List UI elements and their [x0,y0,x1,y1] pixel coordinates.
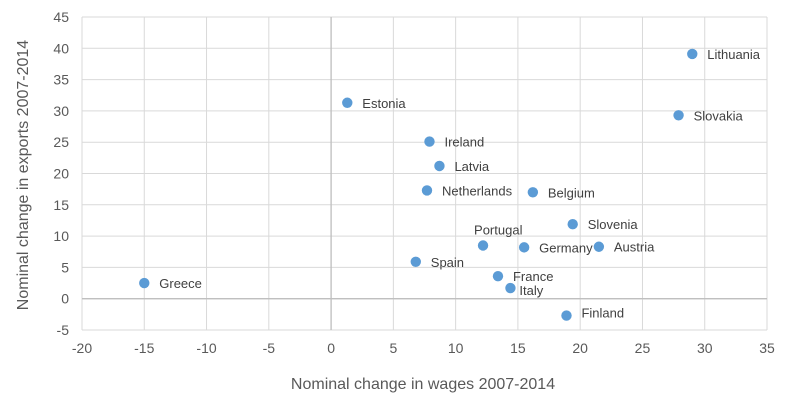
point-belgium [527,187,539,198]
y-tick-label-0: -5 [57,322,70,338]
axes [82,17,767,330]
point-label-austria: Austria [614,240,655,255]
point-ireland [424,136,435,147]
point-label-netherlands: Netherlands [442,183,513,198]
point-spain [410,256,421,267]
x-axis-title: Nominal change in wages 2007-2014 [291,376,555,393]
point-label-france: France [513,269,553,284]
x-tick-label-0: -20 [72,340,92,356]
y-tick-label-4: 15 [53,197,69,213]
y-tick-label-5: 20 [53,166,69,182]
y-tick-label-2: 5 [61,259,69,275]
y-tick-label-7: 30 [53,103,69,119]
x-tick-label-4: 0 [327,340,335,356]
x-tick-label-6: 10 [448,340,464,356]
point-label-estonia: Estonia [362,96,406,111]
point-lithuania [687,48,698,60]
point-france [492,270,504,282]
x-tick-label-3: -5 [263,340,276,356]
y-tick-label-9: 40 [53,40,69,56]
x-tick-label-5: 5 [389,340,397,356]
x-tick-label-11: 35 [759,340,775,356]
point-label-greece: Greece [159,276,202,291]
point-label-italy: Italy [519,283,543,298]
point-label-belgium: Belgium [548,185,595,200]
point-label-spain: Spain [431,255,464,270]
point-germany [518,242,530,253]
point-slovenia [567,219,578,230]
point-label-germany: Germany [539,240,593,255]
point-netherlands [421,185,433,196]
point-latvia [434,160,445,172]
x-tick-label-1: -15 [134,340,154,356]
x-tick-label-7: 15 [510,340,526,356]
point-label-finland: Finland [581,306,624,321]
point-austria [593,241,605,252]
x-tick-label-9: 25 [635,340,651,356]
point-label-latvia: Latvia [454,159,489,174]
point-label-slovakia: Slovakia [694,108,744,123]
x-tick-label-8: 20 [572,340,588,356]
point-label-ireland: Ireland [444,135,484,150]
y-axis-title: Nominal change in exports 2007-2014 [15,40,32,311]
point-italy [505,282,516,294]
point-labels: Lithuania Estonia Slovakia Ireland Latvia Net… [159,47,761,321]
data-points [139,48,698,321]
point-label-lithuania: Lithuania [707,47,761,62]
tick-labels: -20 -15 -10 -5 0 5 10 15 20 25 30 35 -5 0 5 10 15 20 25 30 3… [53,9,775,356]
point-portugal [477,240,489,251]
y-tick-label-1: 0 [61,291,69,307]
y-tick-label-6: 25 [53,134,69,150]
y-tick-label-3: 10 [53,228,69,244]
x-tick-label-2: -10 [196,340,216,356]
point-label-slovenia: Slovenia [588,217,639,232]
point-slovakia [673,110,684,121]
point-estonia [342,97,353,108]
x-tick-label-10: 30 [697,340,713,356]
point-greece [139,277,150,289]
point-label-portugal: Portugal [474,222,523,237]
y-tick-label-10: 45 [53,9,69,25]
y-tick-label-8: 35 [53,72,69,88]
point-finland [561,310,572,321]
